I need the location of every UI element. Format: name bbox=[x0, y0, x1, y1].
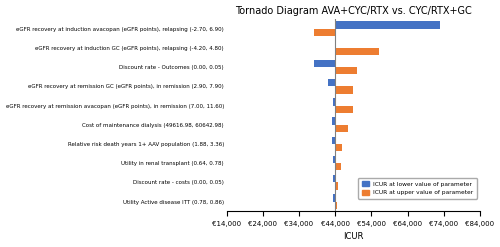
Bar bbox=[334, 194, 335, 202]
Bar bbox=[314, 29, 335, 36]
Bar bbox=[335, 21, 440, 29]
X-axis label: ICUR: ICUR bbox=[343, 232, 363, 242]
Title: Tornado Diagram AVA+CYC/RTX vs. CYC/RTX+GC: Tornado Diagram AVA+CYC/RTX vs. CYC/RTX+… bbox=[235, 5, 472, 16]
Bar bbox=[335, 182, 338, 190]
Bar bbox=[335, 202, 338, 209]
Bar bbox=[334, 175, 335, 182]
Legend: ICUR at lower value of parameter, ICUR at upper value of parameter: ICUR at lower value of parameter, ICUR a… bbox=[358, 178, 477, 199]
Bar bbox=[335, 67, 357, 74]
Bar bbox=[314, 60, 335, 67]
Bar bbox=[328, 79, 335, 86]
Bar bbox=[334, 156, 335, 163]
Bar bbox=[335, 125, 348, 132]
Bar bbox=[332, 117, 335, 125]
Bar bbox=[335, 105, 353, 113]
Bar bbox=[335, 48, 378, 55]
Bar bbox=[335, 86, 353, 94]
Bar bbox=[335, 144, 342, 151]
Bar bbox=[335, 163, 340, 170]
Bar bbox=[332, 137, 335, 144]
Bar bbox=[334, 98, 335, 105]
